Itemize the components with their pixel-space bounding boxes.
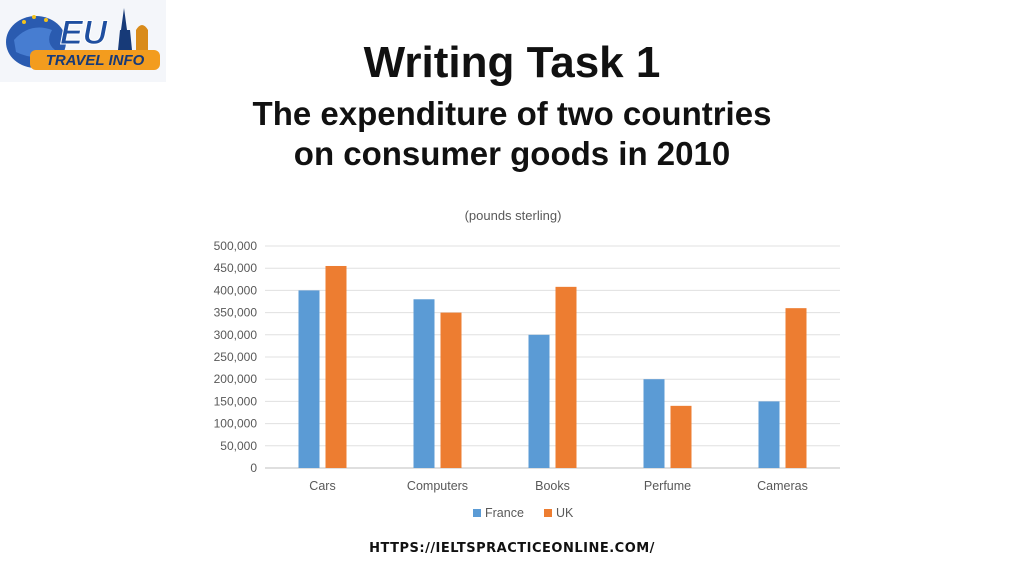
x-tick-label: Books xyxy=(535,479,570,493)
y-tick-label: 100,000 xyxy=(214,417,258,431)
bar-uk-cameras xyxy=(785,308,807,468)
bar-france-perfume xyxy=(643,379,665,468)
logo-bottom-text: TRAVEL INFO xyxy=(46,52,145,69)
page-subtitle-line2: on consumer goods in 2010 xyxy=(293,135,731,172)
y-tick-label: 150,000 xyxy=(214,394,258,408)
eu-travel-info-logo: EU TRAVEL INFO xyxy=(0,0,166,82)
y-tick-label: 200,000 xyxy=(214,372,258,386)
bar-france-cameras xyxy=(758,401,780,468)
legend-label-france: France xyxy=(485,506,524,520)
source-url: HTTPS://IELTSPRACTICEONLINE.COM/ xyxy=(369,541,655,556)
y-tick-label: 400,000 xyxy=(214,283,258,297)
y-tick-label: 500,000 xyxy=(214,239,258,253)
bar-france-books xyxy=(528,334,550,468)
bar-uk-cars xyxy=(325,265,347,468)
dome-icon xyxy=(136,25,148,50)
bar-france-cars xyxy=(298,290,320,468)
page-subtitle-line1: The expenditure of two countries xyxy=(252,95,772,132)
legend-label-uk: UK xyxy=(556,506,574,520)
bar-uk-books xyxy=(555,286,577,468)
x-tick-label: Computers xyxy=(407,479,468,493)
page-title: Writing Task 1 xyxy=(363,38,661,87)
header: Writing Task 1 The expenditure of two co… xyxy=(150,38,874,174)
legend-swatch-uk xyxy=(544,509,552,517)
x-tick-label: Perfume xyxy=(644,479,691,493)
y-tick-label: 250,000 xyxy=(214,350,258,364)
y-tick-label: 50,000 xyxy=(220,439,257,453)
legend-swatch-france xyxy=(473,509,481,517)
logo-top-text: EU xyxy=(60,14,109,52)
y-tick-label: 300,000 xyxy=(214,328,258,342)
bar-chart-svg: (pounds sterling) 0 50,000 100,000 150,000 2… xyxy=(214,208,840,520)
eiffel-tower-icon xyxy=(118,8,132,50)
y-tick-label: 350,000 xyxy=(214,306,258,320)
bar-uk-perfume xyxy=(670,405,692,468)
x-tick-label: Cars xyxy=(309,479,335,493)
y-tick-label: 450,000 xyxy=(214,261,258,275)
chart-title: (pounds sterling) xyxy=(465,208,562,223)
bar-chart: (pounds sterling) 0 50,000 100,000 150,000 2… xyxy=(170,198,860,543)
y-tick-label: 0 xyxy=(250,461,257,475)
x-tick-label: Cameras xyxy=(757,479,808,493)
bar-uk-computers xyxy=(440,312,462,468)
bar-france-computers xyxy=(413,299,435,468)
